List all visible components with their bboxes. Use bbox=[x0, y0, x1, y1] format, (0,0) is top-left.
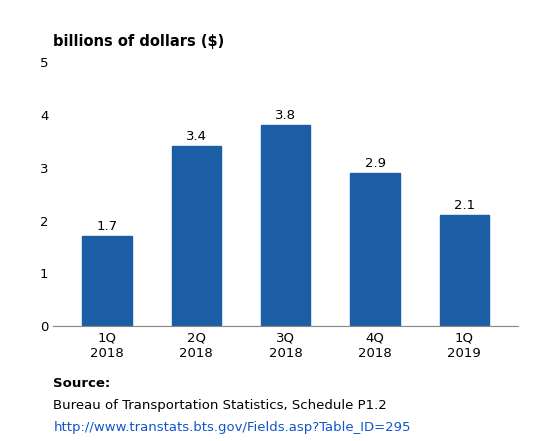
Text: Source:: Source: bbox=[53, 377, 111, 390]
Text: 2.1: 2.1 bbox=[454, 199, 475, 212]
Text: billions of dollars ($): billions of dollars ($) bbox=[53, 34, 225, 49]
Text: 3.8: 3.8 bbox=[275, 109, 296, 122]
Text: Bureau of Transportation Statistics, Schedule P1.2: Bureau of Transportation Statistics, Sch… bbox=[53, 399, 387, 412]
Text: 1.7: 1.7 bbox=[97, 220, 117, 233]
Text: http://www.transtats.bts.gov/Fields.asp?Table_ID=295: http://www.transtats.bts.gov/Fields.asp?… bbox=[53, 421, 411, 434]
Bar bbox=[261, 125, 310, 326]
Bar bbox=[172, 146, 221, 326]
Bar bbox=[440, 215, 489, 326]
Text: 2.9: 2.9 bbox=[365, 157, 386, 170]
Bar bbox=[350, 173, 399, 326]
Text: 3.4: 3.4 bbox=[186, 130, 207, 143]
Bar bbox=[82, 236, 131, 326]
